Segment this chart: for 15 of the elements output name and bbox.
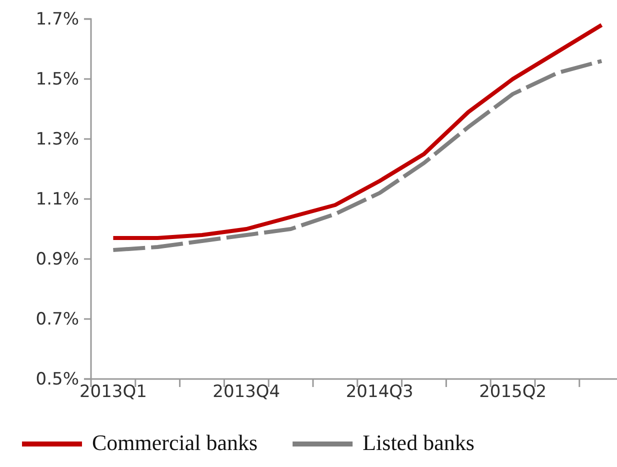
y-tick-label: 1.1% — [36, 189, 79, 210]
x-tick-label: 2013Q1 — [79, 382, 147, 402]
line-series — [111, 23, 604, 240]
y-tick-label: 1.3% — [36, 129, 79, 150]
y-tick-label: 0.9% — [36, 249, 79, 270]
legend-label: Listed banks — [362, 430, 474, 455]
y-tick-label: 0.5% — [36, 369, 79, 390]
line-series — [111, 59, 604, 252]
legend-label: Commercial banks — [92, 430, 258, 455]
y-tick-label: 1.5% — [36, 69, 79, 90]
y-tick-label: 1.7% — [36, 9, 79, 30]
x-tick-label: 2015Q2 — [479, 382, 547, 402]
x-tick-label: 2013Q4 — [212, 382, 280, 402]
y-tick-label: 0.7% — [36, 309, 79, 330]
x-tick-label: 2014Q3 — [346, 382, 414, 402]
